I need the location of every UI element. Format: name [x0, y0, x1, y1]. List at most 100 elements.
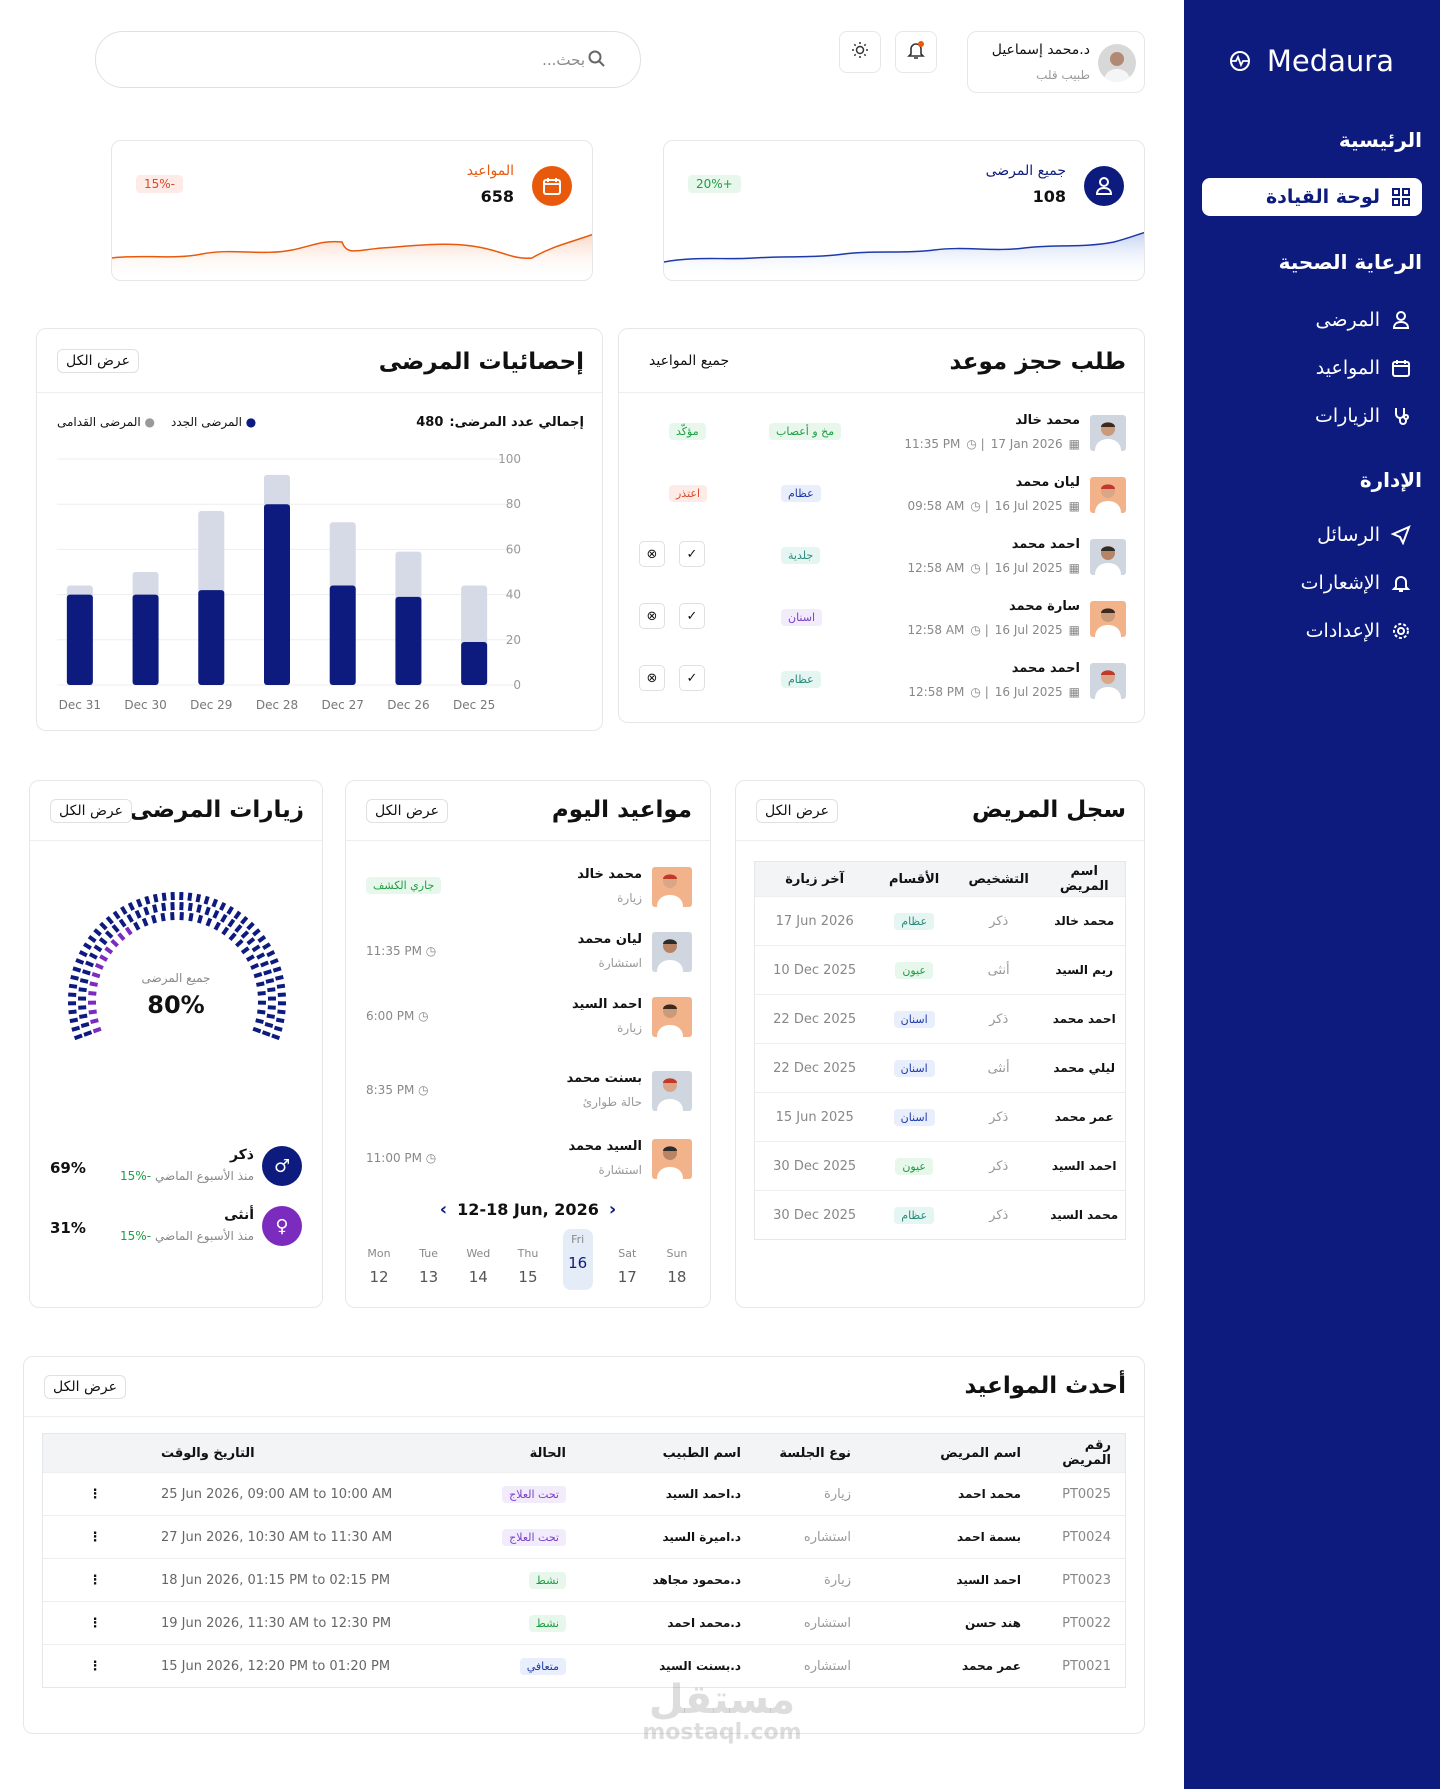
- booking-filter-dropdown[interactable]: جميع المواعيد: [649, 353, 730, 369]
- nav-messages[interactable]: الرسائل: [1202, 516, 1422, 554]
- user-avatar: [1098, 44, 1136, 82]
- more-vertical-icon[interactable]: ⋮: [88, 1529, 102, 1545]
- view-all-button[interactable]: عرض الكل: [756, 799, 838, 823]
- table-row[interactable]: ليلي محمد أنثى اسنان 22 Dec 2025: [755, 1043, 1125, 1092]
- app-logo[interactable]: Medaura: [1225, 44, 1394, 78]
- notifications-button[interactable]: [895, 31, 937, 73]
- nav-appointments[interactable]: المواعيد: [1202, 349, 1422, 387]
- view-all-button[interactable]: عرض الكل: [366, 799, 448, 823]
- search-input[interactable]: بحث...: [95, 31, 641, 88]
- more-vertical-icon[interactable]: ⋮: [88, 1486, 102, 1502]
- approve-button[interactable]: ✓: [679, 665, 705, 691]
- patient-name-cell: هند حسن: [965, 1616, 1021, 1630]
- column-header[interactable]: التشخيص: [968, 871, 1029, 887]
- gauge-tick: [252, 928, 261, 937]
- column-header[interactable]: آخر زيارة: [785, 871, 845, 887]
- status-chip: تحت العلاج: [502, 1528, 566, 1546]
- search-placeholder: بحث...: [542, 50, 585, 69]
- department-chip: اسنان: [893, 1108, 935, 1126]
- approve-button[interactable]: ✓: [679, 603, 705, 629]
- booking-row[interactable]: سارة محمد 12:58 AM ◷ | 16 Jul 2025 ▦ اسنان ✓ ⊗: [619, 597, 1144, 647]
- last-visit-cell: 30 Dec 2025: [773, 1207, 857, 1223]
- patient-name-cell: ليلي محمد: [1053, 1061, 1116, 1075]
- appointment-type: زيارة: [617, 1021, 642, 1035]
- table-row[interactable]: PT0025 محمد احمد زيارة د.احمد السيد تحت العل…: [43, 1472, 1125, 1515]
- more-vertical-icon[interactable]: ⋮: [88, 1615, 102, 1631]
- column-header[interactable]: الحالة: [529, 1445, 566, 1461]
- gauge-tick: [124, 926, 133, 936]
- table-row[interactable]: احمد السيد ذكر عيون 30 Dec 2025: [755, 1141, 1125, 1190]
- appointment-item[interactable]: محمد خالد زيارة جاري الكشف: [346, 865, 710, 915]
- column-header[interactable]: اسم المريض: [1059, 864, 1109, 894]
- day-cell[interactable]: Fri 16: [562, 1229, 593, 1290]
- patient-id-cell: PT0022: [1062, 1615, 1111, 1631]
- column-header[interactable]: اسم الطبيب: [662, 1445, 741, 1461]
- chevron-left-icon[interactable]: ‹: [439, 1199, 448, 1220]
- more-vertical-icon[interactable]: ⋮: [88, 1572, 102, 1588]
- check-icon: ✓: [686, 608, 698, 624]
- nav-dashboard[interactable]: لوحة القيادة: [1202, 178, 1422, 216]
- appointment-item[interactable]: ليان محمد استشارة 11:35 PM ◷: [346, 930, 710, 980]
- gauge-tick: [211, 898, 219, 908]
- nav-section-main: الرئيسية: [1338, 128, 1422, 152]
- column-header[interactable]: اسم المريض: [940, 1445, 1021, 1461]
- gauge-tick: [277, 1009, 286, 1015]
- approve-button[interactable]: ✓: [679, 541, 705, 567]
- view-all-button[interactable]: عرض الكل: [44, 1375, 126, 1399]
- booking-row[interactable]: احمد محمد 12:58 PM ◷ | 16 Jul 2025 ▦ عظام ✓ ⊗: [619, 659, 1144, 709]
- reject-button[interactable]: ⊗: [639, 541, 665, 567]
- column-header[interactable]: نوع الجلسة: [779, 1445, 851, 1461]
- day-cell[interactable]: Mon 12: [364, 1243, 394, 1290]
- gauge-tick: [117, 932, 126, 942]
- reject-button[interactable]: ⊗: [639, 603, 665, 629]
- table-row[interactable]: محمد السيد ذكر عظام 30 Dec 2025: [755, 1190, 1125, 1239]
- day-number: 13: [419, 1268, 439, 1286]
- gauge-tick: [134, 909, 142, 919]
- table-row[interactable]: PT0021 عمر محمد استشاره د.بسنت السيد متعافي 1…: [43, 1644, 1125, 1687]
- gauge-tick: [141, 917, 149, 927]
- column-header[interactable]: التاريخ والوقت: [161, 1445, 255, 1461]
- table-row[interactable]: PT0024 بسمة احمد استشاره د.اميرة السيد تحت ا…: [43, 1515, 1125, 1558]
- column-header[interactable]: الأقسام: [888, 871, 940, 887]
- nav-patients[interactable]: المرضى: [1202, 301, 1422, 339]
- more-vertical-icon[interactable]: ⋮: [88, 1658, 102, 1674]
- chevron-right-icon[interactable]: ›: [608, 1199, 617, 1220]
- booking-row[interactable]: احمد محمد 12:58 AM ◷ | 16 Jul 2025 ▦ جلدية ✓ ⊗: [619, 535, 1144, 585]
- male-icon: ♂: [262, 1146, 302, 1186]
- column-header[interactable]: رقم المريض: [1062, 1438, 1111, 1468]
- gauge-tick: [204, 906, 211, 916]
- bar-new-patients: [198, 590, 225, 685]
- gauge-tick: [240, 915, 249, 925]
- day-cell[interactable]: Sun 18: [662, 1243, 692, 1290]
- reject-button[interactable]: ⊗: [639, 665, 665, 691]
- user-profile[interactable]: د.محمد إسماعيل طبيب قلب: [967, 31, 1145, 93]
- table-row[interactable]: عمر محمد ذكر اسنان 15 Jun 2025: [755, 1092, 1125, 1141]
- booking-date: 16 Jul 2025: [994, 499, 1063, 513]
- table-row[interactable]: ريم السيد أنثى عيون 10 Dec 2025: [755, 945, 1125, 994]
- table-row[interactable]: احمد محمد ذكر اسنان 22 Dec 2025: [755, 994, 1125, 1043]
- gauge-tick: [271, 1033, 281, 1041]
- table-row[interactable]: محمد خالد ذكر عظام 17 Jun 2026: [755, 896, 1125, 945]
- table-row[interactable]: PT0023 احمد السيد زيارة د.محمود مجاهد نشط 18 …: [43, 1558, 1125, 1601]
- day-cell[interactable]: Wed 14: [463, 1243, 493, 1290]
- appointment-item[interactable]: احمد السيد زيارة 6:00 PM ◷: [346, 995, 710, 1045]
- department-chip: جلدية: [781, 547, 821, 564]
- nav-settings[interactable]: الإعدادات: [1202, 612, 1422, 650]
- department-chip: عظام: [894, 912, 935, 930]
- nav-notifications[interactable]: الإشعارات: [1202, 564, 1422, 602]
- booking-row[interactable]: ليان محمد 09:58 AM ◷ | 16 Jul 2025 ▦ عظام اعتذ…: [619, 473, 1144, 523]
- last-visit-cell: 22 Dec 2025: [773, 1060, 857, 1076]
- theme-toggle-button[interactable]: [839, 31, 881, 73]
- appointment-item[interactable]: السيد محمد استشارة 11:00 PM ◷: [346, 1137, 710, 1187]
- gauge-tick: [240, 930, 250, 939]
- day-cell[interactable]: Tue 13: [414, 1243, 444, 1290]
- table-row[interactable]: PT0022 هند حسن استشاره د.محمد احمد نشط 19 Jun…: [43, 1601, 1125, 1644]
- booking-row[interactable]: محمد خالد 11:35 PM ◷ | 17 Jan 2026 ▦ مخ و أعص…: [619, 411, 1144, 461]
- day-cell[interactable]: Sat 17: [612, 1243, 642, 1290]
- view-all-button[interactable]: عرض الكل: [57, 349, 139, 373]
- appointment-item[interactable]: بسنت محمد حالة طوارئ 8:35 PM ◷: [346, 1069, 710, 1119]
- nav-visits[interactable]: الزيارات: [1202, 397, 1422, 435]
- view-all-button[interactable]: عرض الكل: [50, 799, 132, 823]
- day-cell[interactable]: Thu 15: [513, 1243, 543, 1290]
- patient-name-cell: محمد احمد: [958, 1487, 1021, 1501]
